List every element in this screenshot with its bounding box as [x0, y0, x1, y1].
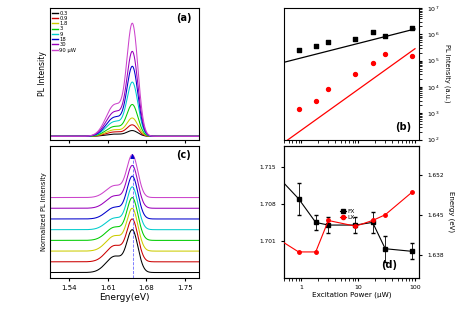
Point	[268, 115, 275, 120]
Point	[369, 30, 376, 35]
Text: (d): (d)	[382, 260, 398, 271]
Point	[325, 87, 332, 92]
Point	[352, 72, 359, 77]
X-axis label: Energy(eV): Energy(eV)	[99, 293, 149, 302]
Point	[369, 61, 376, 66]
Point	[382, 33, 389, 38]
Point	[268, 50, 275, 55]
Point	[409, 25, 416, 30]
Point	[382, 51, 389, 56]
Legend: 0.3, 0.9, 1.8, 3, 9, 18, 30, 90 μW: 0.3, 0.9, 1.8, 3, 9, 18, 30, 90 μW	[53, 11, 76, 53]
X-axis label: Excitation Power (μW): Excitation Power (μW)	[312, 292, 392, 298]
Point	[295, 48, 302, 53]
Point	[312, 98, 319, 103]
Legend: FX, LX: FX, LX	[339, 208, 356, 221]
Y-axis label: PL Intensity: PL Intensity	[38, 51, 47, 96]
Y-axis label: PL Intensity (a.u.): PL Intensity (a.u.)	[444, 45, 450, 103]
Point	[409, 53, 416, 58]
Point	[312, 44, 319, 49]
Text: (c): (c)	[176, 150, 191, 160]
Text: (b): (b)	[395, 122, 411, 132]
Text: (a): (a)	[176, 13, 191, 23]
Point	[295, 106, 302, 111]
Y-axis label: Normalized PL Intensity: Normalized PL Intensity	[41, 172, 47, 251]
Point	[325, 40, 332, 45]
Point	[352, 37, 359, 42]
Y-axis label: Energy (eV): Energy (eV)	[448, 191, 455, 232]
